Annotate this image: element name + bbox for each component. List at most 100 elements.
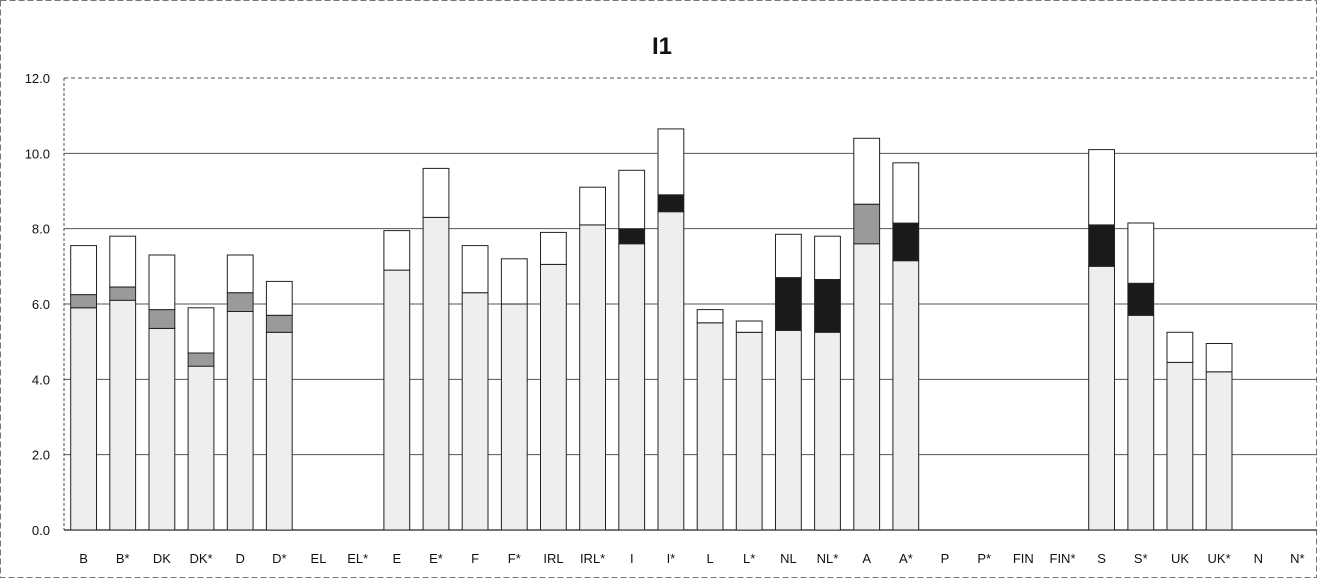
bar-segment-1 bbox=[1166, 361, 1194, 531]
bar-segment-4 bbox=[657, 128, 685, 196]
bar-segment-3 bbox=[892, 222, 920, 262]
bar-segment-2 bbox=[265, 314, 293, 333]
bar-segment-1 bbox=[618, 243, 646, 531]
bar-segment-1 bbox=[1127, 314, 1155, 531]
bar-segment-1 bbox=[265, 331, 293, 531]
x-tick-label: A bbox=[862, 551, 871, 566]
bar-segment-1 bbox=[500, 303, 528, 531]
y-tick-label: 0.0 bbox=[32, 523, 50, 538]
x-tick-label: UK bbox=[1171, 551, 1189, 566]
x-tick-label: L bbox=[706, 551, 713, 566]
x-tick-label: A* bbox=[899, 551, 913, 566]
x-tick-label: N* bbox=[1290, 551, 1304, 566]
bar-segment-1 bbox=[540, 263, 567, 531]
bar-segment-4 bbox=[187, 307, 215, 354]
bar-segment-3 bbox=[1127, 282, 1155, 316]
bar-segment-1 bbox=[422, 216, 450, 531]
bar-segment-1 bbox=[109, 299, 137, 531]
x-tick-label: I* bbox=[667, 551, 676, 566]
x-tick-label: E bbox=[392, 551, 401, 566]
bar-segment-1 bbox=[383, 269, 411, 531]
x-tick-label: IRL bbox=[543, 551, 563, 566]
bar-segment-4 bbox=[814, 235, 841, 280]
bar-segment-3 bbox=[618, 228, 646, 245]
bar-segment-4 bbox=[1166, 331, 1194, 363]
bar-segment-4 bbox=[148, 254, 176, 311]
x-tick-label: D* bbox=[272, 551, 286, 566]
bar-segment-4 bbox=[70, 245, 97, 296]
bar-segment-4 bbox=[892, 162, 920, 224]
y-tick-label: 4.0 bbox=[32, 372, 50, 387]
bar-segment-4 bbox=[1088, 149, 1115, 226]
bar-segment-4 bbox=[109, 235, 137, 288]
bar-segment-1 bbox=[226, 311, 254, 531]
x-tick-label: P* bbox=[977, 551, 991, 566]
bar-segment-4 bbox=[422, 167, 450, 218]
bar-segment-1 bbox=[735, 331, 763, 531]
bar-segment-4 bbox=[383, 230, 411, 271]
bar-segment-4 bbox=[500, 258, 528, 305]
x-tick-label: B* bbox=[116, 551, 130, 566]
bar-segment-4 bbox=[735, 320, 763, 333]
bar-segment-1 bbox=[892, 260, 920, 531]
x-tick-label: B bbox=[79, 551, 88, 566]
bar-segment-1 bbox=[696, 322, 724, 531]
bar-segment-2 bbox=[187, 352, 215, 367]
bar-segment-4 bbox=[579, 186, 607, 226]
y-tick-label: 6.0 bbox=[32, 297, 50, 312]
bar-segment-3 bbox=[814, 279, 841, 333]
bar-segment-3 bbox=[1088, 224, 1115, 267]
bar-segment-4 bbox=[775, 233, 802, 279]
x-tick-label: S bbox=[1097, 551, 1106, 566]
x-tick-label: L* bbox=[743, 551, 755, 566]
x-tick-label: E* bbox=[429, 551, 443, 566]
bar-segment-1 bbox=[1205, 371, 1233, 531]
bar-segment-2 bbox=[148, 309, 176, 329]
bar-segment-4 bbox=[853, 137, 881, 205]
bar-segment-2 bbox=[226, 292, 254, 313]
y-tick-label: 10.0 bbox=[25, 146, 50, 161]
bar-segment-2 bbox=[109, 286, 137, 301]
bar-segment-1 bbox=[187, 365, 215, 531]
bar-segment-1 bbox=[1088, 265, 1115, 531]
bar-segment-1 bbox=[70, 307, 97, 531]
x-tick-label: DK bbox=[153, 551, 171, 566]
bar-segment-1 bbox=[775, 329, 802, 531]
bars bbox=[70, 128, 1233, 531]
x-tick-label: S* bbox=[1134, 551, 1148, 566]
bar-segment-2 bbox=[70, 294, 97, 309]
labels: 0.02.04.06.08.010.012.0B B* DK DK* D D* EL EL* E… bbox=[25, 71, 1305, 566]
x-tick-label: FIN* bbox=[1050, 551, 1076, 566]
x-tick-label: DK* bbox=[189, 551, 212, 566]
x-tick-label: EL bbox=[311, 551, 327, 566]
bar-segment-2 bbox=[853, 203, 881, 245]
x-tick-label: EL* bbox=[347, 551, 368, 566]
bar-segment-4 bbox=[1127, 222, 1155, 284]
y-tick-label: 12.0 bbox=[25, 71, 50, 86]
bar-segment-1 bbox=[814, 331, 841, 531]
x-tick-label: IRL* bbox=[580, 551, 605, 566]
x-tick-label: F* bbox=[508, 551, 521, 566]
x-tick-label: F bbox=[471, 551, 479, 566]
bar-segment-4 bbox=[618, 169, 646, 230]
bar-segment-1 bbox=[579, 224, 607, 531]
bar-segment-3 bbox=[657, 194, 685, 213]
x-tick-label: FIN bbox=[1013, 551, 1034, 566]
x-tick-label: P bbox=[941, 551, 950, 566]
bar-segment-4 bbox=[461, 245, 489, 294]
chart-title: I1 bbox=[652, 33, 672, 60]
bar-segment-3 bbox=[775, 277, 802, 331]
bar-segment-4 bbox=[1205, 343, 1233, 373]
bar-segment-4 bbox=[540, 231, 567, 265]
x-tick-label: I bbox=[630, 551, 634, 566]
y-tick-label: 8.0 bbox=[32, 222, 50, 237]
bar-segment-1 bbox=[657, 211, 685, 531]
bar-segment-4 bbox=[696, 309, 724, 324]
x-tick-label: NL bbox=[780, 551, 797, 566]
bar-segment-1 bbox=[148, 328, 176, 531]
bar-segment-1 bbox=[461, 292, 489, 531]
x-tick-label: D bbox=[236, 551, 245, 566]
x-tick-label: N bbox=[1254, 551, 1263, 566]
